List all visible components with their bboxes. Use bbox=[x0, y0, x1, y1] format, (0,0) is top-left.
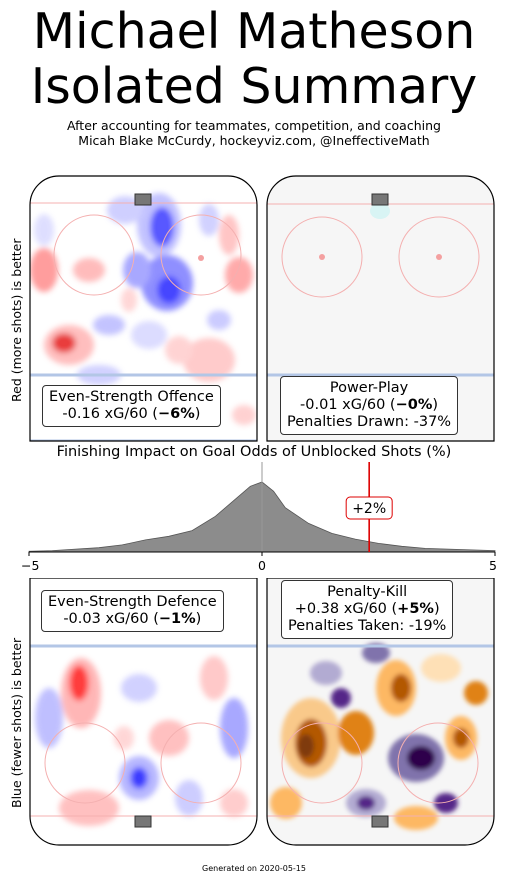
power-play-title: Power-Play bbox=[329, 380, 409, 396]
penalties-taken: Penalties Taken: -19% bbox=[288, 618, 447, 634]
penalty-kill-panel: Penalty-Kill +0.38 xG/60 (+5%) Penalties… bbox=[266, 578, 495, 846]
title-line-1: Michael Matheson bbox=[32, 3, 476, 60]
es-offence-label: Even-Strength Offence -0.16 xG/60 (−6%) bbox=[42, 385, 221, 427]
title-line-2: Isolated Summary bbox=[30, 58, 478, 115]
es-offence-value: -0.16 xG/60 (−6%) bbox=[62, 406, 201, 422]
subtitle-line-2: Micah Blake McCurdy, hockeyviz.com, @Ine… bbox=[78, 133, 430, 148]
power-play-value: -0.01 xG/60 (−0%) bbox=[300, 397, 439, 413]
footer-note: Generated on 2020-05-15 bbox=[202, 864, 306, 873]
x-tick-label: 0 bbox=[258, 558, 266, 573]
es-defence-panel: Even-Strength Defence -0.03 xG/60 (−1%) bbox=[29, 578, 258, 846]
penalties-drawn: Penalties Drawn: -37% bbox=[287, 414, 452, 430]
penalty-kill-value: +0.38 xG/60 (+5%) bbox=[294, 601, 440, 617]
subtitle-line-1: After accounting for teammates, competit… bbox=[67, 118, 441, 133]
player-marker-label: +2% bbox=[352, 501, 386, 517]
es-defence-label: Even-Strength Defence -0.03 xG/60 (−1%) bbox=[41, 590, 224, 632]
player-marker-box bbox=[345, 496, 393, 520]
penalty-kill-label: Penalty-Kill +0.38 xG/60 (+5%) Penalties… bbox=[281, 580, 454, 639]
y-label-bottom: Blue (fewer shots) is better bbox=[9, 637, 24, 808]
power-play-panel: Power-Play -0.01 xG/60 (−0%) Penalties D… bbox=[266, 175, 495, 442]
power-play-label: Power-Play -0.01 xG/60 (−0%) Penalties D… bbox=[280, 376, 459, 435]
chart-title: Finishing Impact on Goal Odds of Unblock… bbox=[56, 444, 452, 460]
distribution-chart: +2% bbox=[28, 462, 496, 556]
es-offence-panel: Even-Strength Offence -0.16 xG/60 (−6%) bbox=[29, 175, 258, 442]
x-tick-label: −5 bbox=[21, 558, 40, 573]
es-defence-title: Even-Strength Defence bbox=[48, 594, 217, 610]
x-tick-label: 5 bbox=[489, 558, 497, 573]
subtitle: After accounting for teammates, competit… bbox=[0, 118, 508, 148]
es-offence-title: Even-Strength Offence bbox=[49, 389, 214, 405]
y-label-top: Red (more shots) is better bbox=[9, 238, 24, 402]
es-defence-value: -0.03 xG/60 (−1%) bbox=[63, 611, 202, 627]
penalty-kill-title: Penalty-Kill bbox=[327, 584, 408, 600]
page-title: Michael Matheson Isolated Summary bbox=[0, 4, 508, 114]
